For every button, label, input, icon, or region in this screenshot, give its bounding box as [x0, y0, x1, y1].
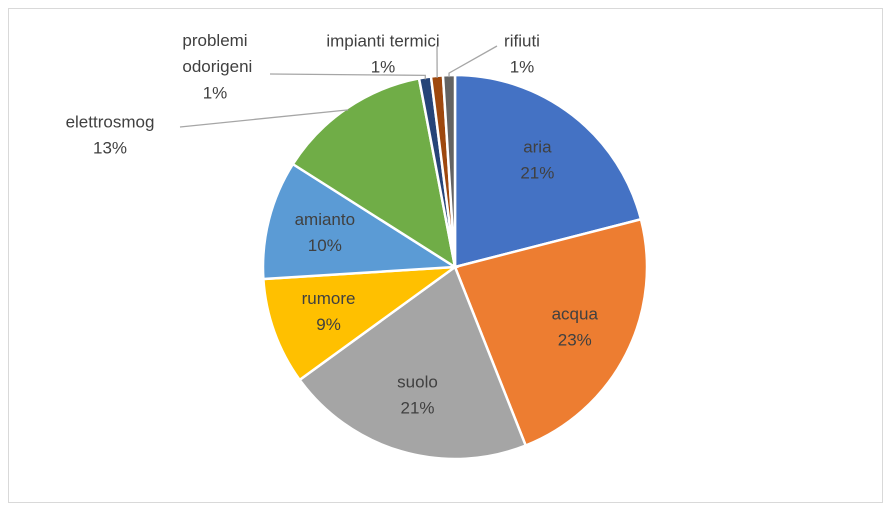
leader-line [448, 45, 498, 78]
category-label-line: problemi [182, 31, 247, 50]
category-label: elettrosmog [66, 112, 155, 131]
category-label: rifiuti [504, 31, 540, 50]
value-label: 9% [316, 315, 341, 334]
category-label: rumore [302, 289, 356, 308]
category-label: impianti termici [326, 31, 439, 50]
value-label: 1% [510, 57, 535, 76]
category-label: suolo [397, 373, 438, 392]
pie-slice [291, 76, 457, 270]
category-label: acqua [552, 305, 599, 324]
value-label: 21% [520, 163, 554, 182]
pie-slice [453, 217, 649, 448]
pie-slice [453, 73, 643, 269]
value-label: 1% [371, 57, 396, 76]
value-label: 10% [308, 236, 342, 255]
category-label-line: odorigeni [178, 57, 253, 76]
value-label: 21% [400, 399, 434, 418]
value-label: 1% [203, 83, 228, 102]
leader-line [179, 109, 349, 128]
category-label: aria [523, 137, 552, 156]
pie-slice [297, 265, 528, 461]
pie-slice [262, 265, 460, 382]
leader-line [269, 73, 426, 80]
category-label: problemi odorigeni [178, 31, 253, 76]
value-label: 23% [558, 331, 592, 350]
pie-slice [261, 162, 459, 281]
value-label: 13% [93, 138, 127, 157]
category-label: amianto [295, 210, 355, 229]
